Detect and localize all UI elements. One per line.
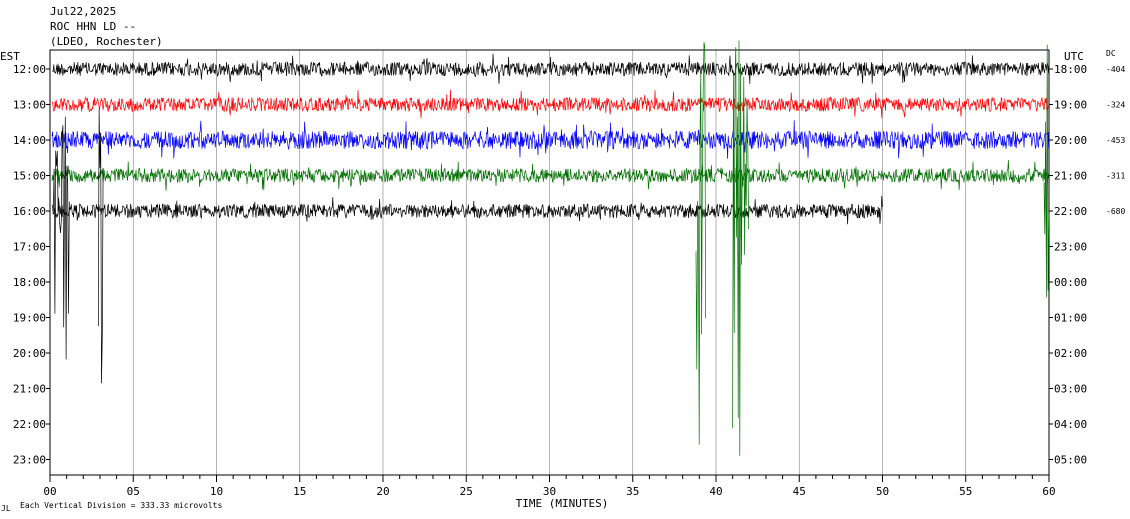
x-tick-label-35: 35 xyxy=(626,485,639,498)
left-hour-label: 13:00 xyxy=(13,99,46,112)
spike-burst-60 xyxy=(1043,44,1050,298)
location-label: (LDEO, Rochester) xyxy=(50,35,163,48)
right-hour-label: 02:00 xyxy=(1054,347,1087,360)
grid-lines xyxy=(132,50,967,475)
x-tick-label-60: 60 xyxy=(1042,485,1055,498)
spike-burst-03 xyxy=(97,108,104,384)
date-label: Jul22,2025 xyxy=(50,5,116,18)
left-hour-label: 16:00 xyxy=(13,205,46,218)
right-hour-label: 03:00 xyxy=(1054,383,1087,396)
spike-burst-41 xyxy=(732,40,749,456)
seismic-traces xyxy=(51,40,1050,456)
trace-14:00 xyxy=(51,120,1049,159)
x-tick-label-45: 45 xyxy=(793,485,806,498)
dc-value: -324 xyxy=(1106,101,1125,110)
right-hour-label: 21:00 xyxy=(1054,170,1087,183)
right-timezone-label: UTC xyxy=(1064,50,1084,63)
x-tick-label-05: 05 xyxy=(127,485,140,498)
dc-values: -404 -324 -453 -311 -680 xyxy=(1106,65,1125,216)
spike-burst-39 xyxy=(695,42,706,445)
dc-value: -680 xyxy=(1106,207,1125,216)
trace-15:00 xyxy=(51,160,1049,191)
x-tick-label-40: 40 xyxy=(709,485,722,498)
x-tick-label-15: 15 xyxy=(293,485,306,498)
spike-burst-early xyxy=(52,116,70,360)
right-hour-label: 23:00 xyxy=(1054,241,1087,254)
x-tick-label-50: 50 xyxy=(876,485,889,498)
x-axis-ticks: 00 05 10 15 20 25 30 35 40 45 50 55 60 xyxy=(43,475,1056,498)
left-hour-label: 15:00 xyxy=(13,170,46,183)
scale-note: Each Vertical Division = 333.33 microvol… xyxy=(20,501,222,510)
right-hour-label: 19:00 xyxy=(1054,99,1087,112)
x-tick-label-25: 25 xyxy=(460,485,473,498)
right-hour-label: 00:00 xyxy=(1054,276,1087,289)
left-hour-label: 18:00 xyxy=(13,276,46,289)
left-hour-label: 19:00 xyxy=(13,312,46,325)
x-axis-title: TIME (MINUTES) xyxy=(516,497,609,510)
station-label: ROC HHN LD -- xyxy=(50,20,136,33)
left-hour-label: 22:00 xyxy=(13,418,46,431)
x-tick-label-20: 20 xyxy=(376,485,389,498)
x-tick-label-55: 55 xyxy=(959,485,972,498)
right-hour-label: 01:00 xyxy=(1054,312,1087,325)
left-hour-label: 12:00 xyxy=(13,63,46,76)
right-hour-label: 22:00 xyxy=(1054,205,1087,218)
left-hour-labels: 12:00 13:00 14:00 15:00 16:00 17:00 18:00 19:00… xyxy=(13,63,50,467)
trace-13:00 xyxy=(51,89,1049,119)
dc-value: -404 xyxy=(1106,65,1125,74)
left-hour-label: 14:00 xyxy=(13,134,46,147)
left-hour-label: 23:00 xyxy=(13,454,46,467)
trace-12:00 xyxy=(51,53,1049,84)
right-hour-label: 04:00 xyxy=(1054,418,1087,431)
dc-value: -311 xyxy=(1106,172,1125,181)
left-hour-label: 20:00 xyxy=(13,347,46,360)
x-tick-label-00: 00 xyxy=(43,485,56,498)
left-timezone-label: EST xyxy=(0,50,20,63)
left-hour-label: 17:00 xyxy=(13,241,46,254)
dc-header-label: DC xyxy=(1106,49,1116,58)
footer-mark: JL xyxy=(1,504,11,513)
left-hour-label: 21:00 xyxy=(13,383,46,396)
trace-16:00 xyxy=(51,195,883,225)
right-hour-labels: 18:00 19:00 20:00 21:00 22:00 23:00 00:00 01:00… xyxy=(1049,63,1087,467)
x-tick-label-30: 30 xyxy=(543,485,556,498)
right-hour-label: 20:00 xyxy=(1054,134,1087,147)
x-tick-label-10: 10 xyxy=(210,485,223,498)
right-hour-label: 05:00 xyxy=(1054,454,1087,467)
right-hour-label: 18:00 xyxy=(1054,63,1087,76)
dc-value: -453 xyxy=(1106,136,1125,145)
